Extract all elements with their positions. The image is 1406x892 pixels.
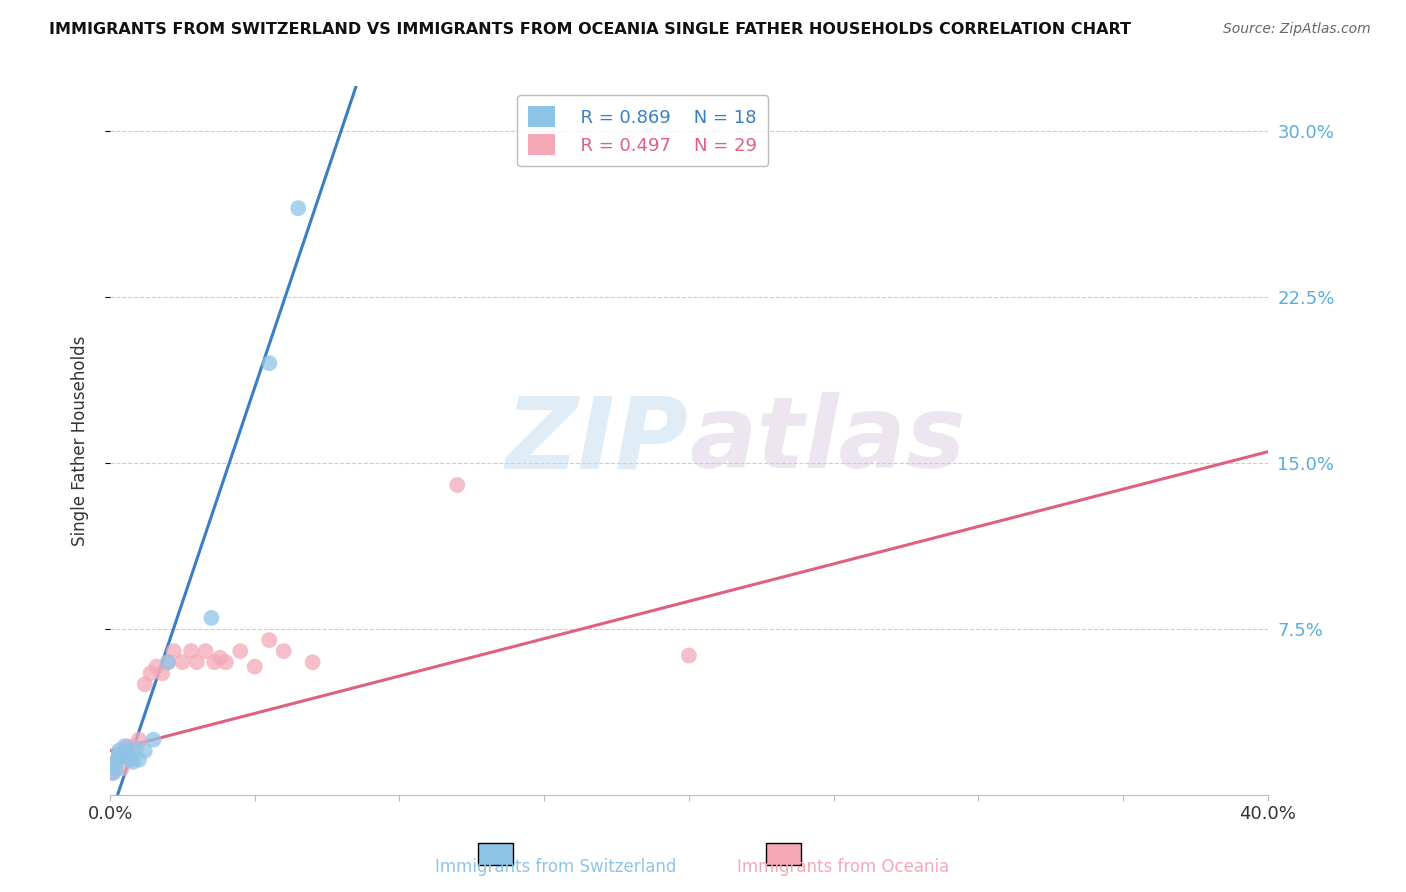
Text: ZIP: ZIP (506, 392, 689, 489)
Point (145, 659, 167, 673)
Point (107, 750, 129, 764)
Point (114, 739, 136, 754)
Point (104, 762, 127, 776)
Point (120, 753, 142, 767)
Point (273, 644, 295, 658)
Point (186, 655, 208, 669)
Point (139, 666, 162, 681)
Point (202, 655, 225, 669)
Point (101, 765, 124, 780)
Point (107, 748, 129, 763)
Point (134, 744, 156, 758)
Point (180, 644, 202, 658)
Point (229, 644, 252, 658)
Point (301, 655, 323, 669)
Point (122, 739, 145, 754)
Point (120, 753, 142, 767)
Text: IMMIGRANTS FROM SWITZERLAND VS IMMIGRANTS FROM OCEANIA SINGLE FATHER HOUSEHOLDS : IMMIGRANTS FROM SWITZERLAND VS IMMIGRANT… (49, 22, 1132, 37)
Point (134, 677, 156, 691)
Point (200, 611, 222, 625)
Point (142, 732, 165, 747)
Point (122, 755, 145, 769)
Point (104, 755, 127, 769)
Point (101, 765, 124, 780)
Point (111, 762, 134, 776)
Text: Immigrants from Oceania: Immigrants from Oceania (738, 858, 949, 876)
Text: Immigrants from Switzerland: Immigrants from Switzerland (434, 858, 676, 876)
Text: Source: ZipAtlas.com: Source: ZipAtlas.com (1223, 22, 1371, 37)
Point (156, 655, 179, 669)
Point (128, 753, 150, 767)
Point (257, 633, 280, 648)
Point (107, 744, 129, 758)
Legend:   R = 0.869    N = 18,   R = 0.497    N = 29: R = 0.869 N = 18, R = 0.497 N = 29 (517, 95, 768, 166)
Point (156, 655, 179, 669)
Point (125, 741, 148, 756)
Point (194, 644, 217, 658)
Point (150, 666, 173, 681)
Point (209, 650, 232, 665)
Y-axis label: Single Father Households: Single Father Households (72, 335, 89, 546)
Point (111, 748, 134, 763)
Point (104, 755, 127, 769)
Point (172, 655, 194, 669)
Point (128, 732, 150, 747)
Point (287, 201, 309, 215)
Text: atlas: atlas (689, 392, 966, 489)
Point (215, 655, 238, 669)
Point (446, 478, 468, 492)
Point (117, 739, 139, 754)
Point (243, 659, 266, 673)
Point (257, 356, 280, 370)
Point (114, 744, 136, 758)
Point (117, 746, 139, 760)
Point (163, 644, 186, 658)
Point (678, 648, 700, 663)
